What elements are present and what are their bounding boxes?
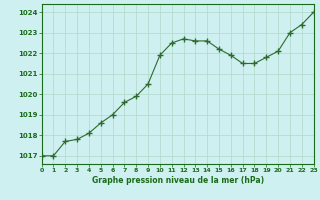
X-axis label: Graphe pression niveau de la mer (hPa): Graphe pression niveau de la mer (hPa)	[92, 176, 264, 185]
